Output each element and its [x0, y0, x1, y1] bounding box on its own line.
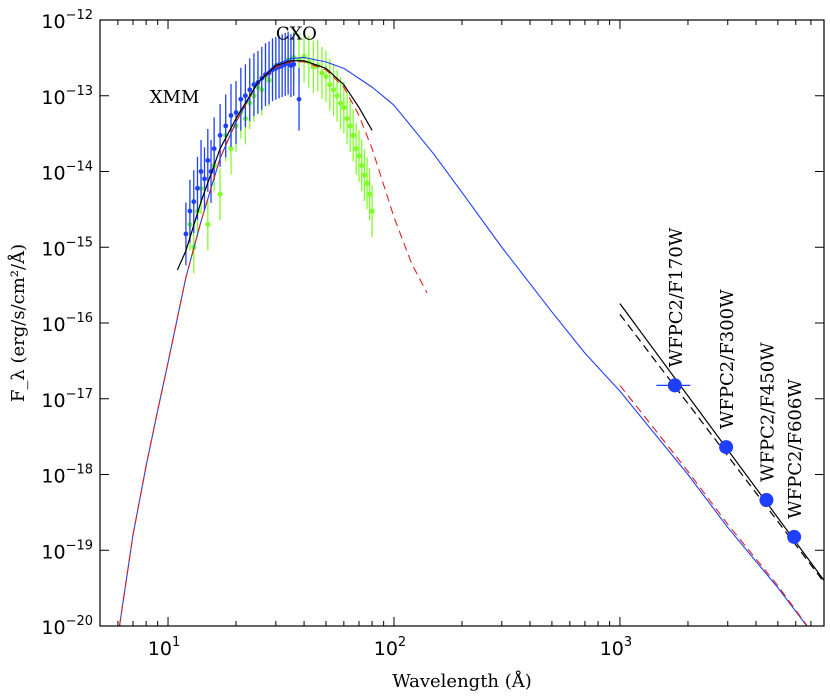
y-axis-title: F_λ (erg/s/cm²/Å) — [7, 244, 29, 402]
xmm-point — [205, 158, 211, 163]
label-layer: 101 102 103 10−12 10−13 10−14 10−15 10−16 10−17 1… — [41, 8, 806, 660]
cxo-point — [327, 82, 333, 88]
hst-filter-label: WFPC2/F300W — [717, 289, 738, 429]
cxo-point — [337, 100, 344, 106]
xmm-point — [223, 123, 229, 129]
hst-filter-label: WFPC2/F170W — [666, 227, 687, 367]
xmm-point — [242, 93, 248, 99]
y-tick-label: 10−16 — [41, 311, 93, 336]
series-model-black — [176, 60, 373, 271]
y-tick-label: 10−18 — [41, 463, 93, 488]
annotation-xmm: XMM — [150, 87, 200, 108]
cxo-point — [356, 153, 362, 159]
xmm-point — [296, 96, 302, 102]
xmm-point — [187, 208, 193, 214]
y-tick-label: 10−17 — [41, 387, 93, 412]
cxo-point — [361, 172, 368, 178]
hst-point — [719, 440, 734, 455]
cxo-point — [217, 191, 223, 197]
xmm-point — [238, 96, 244, 102]
cxo-point — [350, 132, 356, 138]
y-tick-label: 10−15 — [41, 235, 93, 260]
xmm-point — [191, 199, 197, 205]
cxo-point — [319, 70, 325, 76]
cxo-point — [364, 180, 370, 186]
cxo-point — [228, 146, 234, 152]
y-tick-label: 10−14 — [41, 160, 93, 185]
x-tick-label: 101 — [148, 635, 180, 660]
hst-point — [667, 378, 682, 393]
cxo-point — [347, 123, 353, 129]
y-tick-label: 10−20 — [41, 614, 93, 639]
cxo-point — [353, 146, 359, 152]
cxo-point — [344, 115, 350, 122]
cxo-point — [323, 73, 329, 80]
series-model-red-dashed-optical — [619, 385, 809, 626]
xmm-point — [251, 82, 257, 88]
cxo-point — [330, 87, 337, 93]
x-axis-title: Wavelength (Å) — [392, 670, 532, 692]
cxo-point — [359, 162, 365, 169]
xmm-point — [202, 176, 207, 182]
xmm-point — [183, 231, 189, 237]
cxo-point — [369, 208, 375, 214]
tick-layer — [99, 19, 825, 627]
hst-point — [759, 493, 774, 508]
y-tick-label: 10−19 — [41, 538, 93, 563]
xmm-point — [217, 132, 223, 138]
xmm-point — [291, 61, 297, 67]
x-tick-label: 102 — [374, 635, 406, 660]
xmm-point — [198, 169, 204, 174]
plot-background — [100, 20, 824, 626]
xmm-point — [195, 185, 200, 191]
x-tick-label: 103 — [600, 635, 632, 660]
y-tick-label: 10−12 — [41, 8, 93, 33]
y-axis-title-group: F_λ (erg/s/cm²/Å) — [7, 244, 29, 402]
annotation-cxo: CXO — [276, 24, 317, 45]
hst-point — [787, 529, 802, 544]
cxo-point — [205, 221, 211, 228]
cxo-point — [341, 104, 347, 111]
xmm-point — [211, 146, 217, 152]
y-tick-label: 10−13 — [41, 84, 93, 109]
data-layer — [118, 30, 824, 626]
xmm-point — [247, 87, 253, 93]
cxo-point — [366, 191, 373, 197]
xmm-point — [233, 110, 239, 115]
hst-filter-label: WFPC2/F606W — [785, 379, 806, 519]
xmm-point — [228, 113, 234, 118]
cxo-point — [334, 93, 340, 99]
series-model-blue — [118, 56, 808, 626]
hst-filter-label: WFPC2/F450W — [757, 342, 778, 482]
